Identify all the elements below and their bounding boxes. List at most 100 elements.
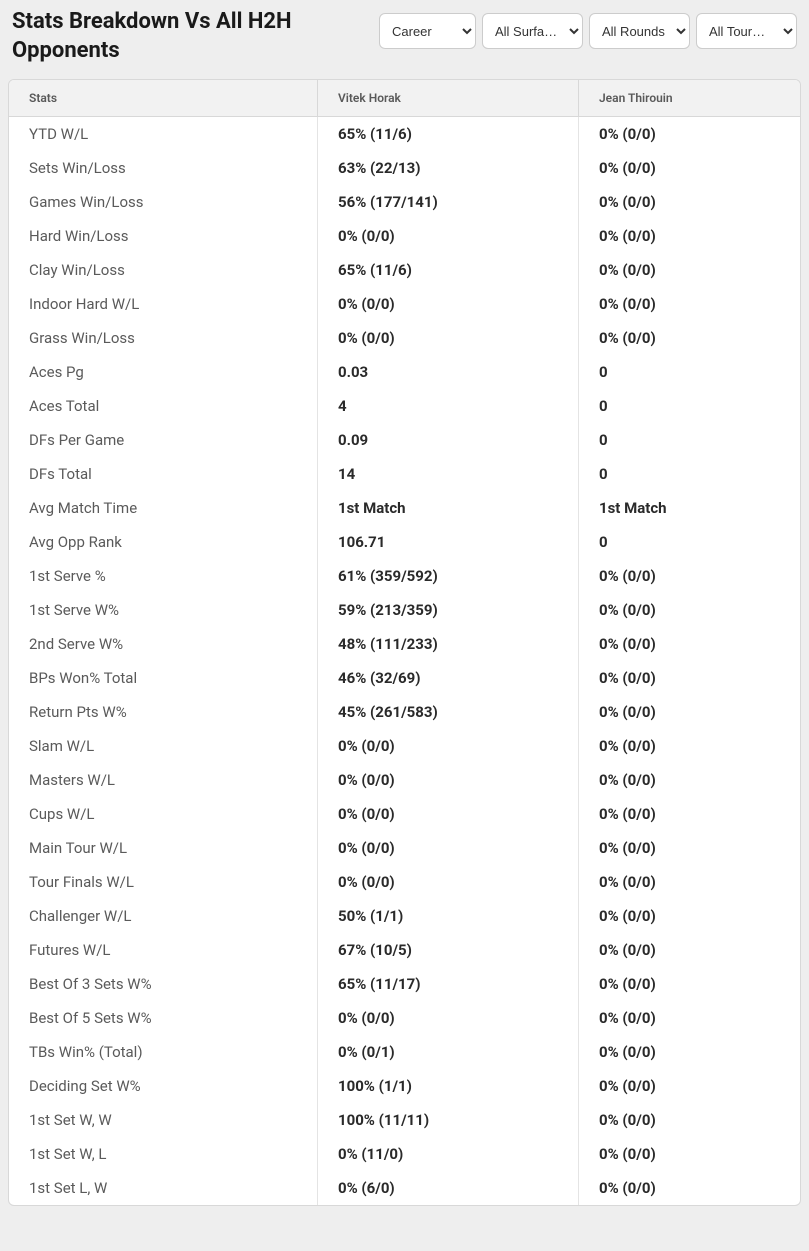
table-row: Clay Win/Loss65% (11/6)0% (0/0) [9, 253, 800, 287]
stat-value-player1: 63% (22/13) [317, 151, 578, 185]
stat-value-player1: 0% (0/1) [317, 1035, 578, 1069]
stat-value-player2: 0% (0/0) [579, 185, 801, 219]
table-row: Masters W/L0% (0/0)0% (0/0) [9, 763, 800, 797]
stat-value-player1: 1st Match [317, 491, 578, 525]
page-title: Stats Breakdown Vs All H2H Opponents [12, 8, 312, 65]
stat-value-player1: 50% (1/1) [317, 899, 578, 933]
stat-value-player1: 100% (11/11) [317, 1103, 578, 1137]
stat-label: Aces Total [9, 389, 317, 423]
stat-value-player1: 46% (32/69) [317, 661, 578, 695]
table-row: 2nd Serve W%48% (111/233)0% (0/0) [9, 627, 800, 661]
filter-bar: Career All Surfa… All Rounds All Tour… [379, 13, 797, 49]
stat-label: 2nd Serve W% [9, 627, 317, 661]
stat-label: Clay Win/Loss [9, 253, 317, 287]
stat-value-player1: 65% (11/6) [317, 253, 578, 287]
stat-value-player1: 0% (0/0) [317, 763, 578, 797]
table-row: Hard Win/Loss0% (0/0)0% (0/0) [9, 219, 800, 253]
stat-value-player2: 0% (0/0) [579, 1171, 801, 1205]
stat-value-player1: 0% (0/0) [317, 219, 578, 253]
stat-value-player1: 100% (1/1) [317, 1069, 578, 1103]
stat-label: 1st Set W, W [9, 1103, 317, 1137]
stat-value-player2: 0% (0/0) [579, 1069, 801, 1103]
table-row: 1st Set L, W0% (6/0)0% (0/0) [9, 1171, 800, 1205]
rounds-select[interactable]: All Rounds [589, 13, 690, 49]
table-row: TBs Win% (Total)0% (0/1)0% (0/0) [9, 1035, 800, 1069]
stat-label: 1st Serve W% [9, 593, 317, 627]
stat-value-player1: 0% (0/0) [317, 729, 578, 763]
stat-value-player2: 0 [579, 423, 801, 457]
stat-value-player2: 0 [579, 389, 801, 423]
stat-value-player2: 0% (0/0) [579, 933, 801, 967]
stat-value-player1: 0% (0/0) [317, 1001, 578, 1035]
stat-value-player2: 0 [579, 525, 801, 559]
stat-value-player2: 0% (0/0) [579, 559, 801, 593]
column-header-player1: Vitek Horak [317, 80, 578, 117]
stat-label: Tour Finals W/L [9, 865, 317, 899]
stat-label: Best Of 3 Sets W% [9, 967, 317, 1001]
stat-value-player1: 0% (0/0) [317, 797, 578, 831]
stat-value-player2: 0% (0/0) [579, 219, 801, 253]
stats-table-container: Stats Vitek Horak Jean Thirouin YTD W/L6… [8, 79, 801, 1206]
stat-label: Cups W/L [9, 797, 317, 831]
stat-value-player2: 0% (0/0) [579, 967, 801, 1001]
stat-value-player1: 65% (11/17) [317, 967, 578, 1001]
table-row: 1st Serve %61% (359/592)0% (0/0) [9, 559, 800, 593]
stat-value-player1: 0% (6/0) [317, 1171, 578, 1205]
stat-label: Sets Win/Loss [9, 151, 317, 185]
table-row: Avg Match Time1st Match1st Match [9, 491, 800, 525]
stats-table: Stats Vitek Horak Jean Thirouin YTD W/L6… [9, 80, 800, 1205]
stat-value-player2: 1st Match [579, 491, 801, 525]
stat-label: Avg Match Time [9, 491, 317, 525]
stat-label: YTD W/L [9, 117, 317, 152]
tour-select[interactable]: All Tour… [696, 13, 797, 49]
stat-value-player2: 0% (0/0) [579, 627, 801, 661]
stat-label: 1st Set W, L [9, 1137, 317, 1171]
surface-select[interactable]: All Surfa… [482, 13, 583, 49]
stat-value-player1: 0.03 [317, 355, 578, 389]
table-row: Aces Pg0.030 [9, 355, 800, 389]
column-header-stats: Stats [9, 80, 317, 117]
stat-value-player2: 0 [579, 355, 801, 389]
stat-value-player1: 14 [317, 457, 578, 491]
stat-value-player1: 65% (11/6) [317, 117, 578, 152]
stat-value-player1: 4 [317, 389, 578, 423]
stat-value-player2: 0% (0/0) [579, 763, 801, 797]
stat-value-player1: 0% (0/0) [317, 287, 578, 321]
period-select[interactable]: Career [379, 13, 476, 49]
table-row: 1st Set W, L0% (11/0)0% (0/0) [9, 1137, 800, 1171]
stat-label: TBs Win% (Total) [9, 1035, 317, 1069]
table-row: YTD W/L65% (11/6)0% (0/0) [9, 117, 800, 152]
table-row: Slam W/L0% (0/0)0% (0/0) [9, 729, 800, 763]
stat-label: Challenger W/L [9, 899, 317, 933]
table-header-row: Stats Vitek Horak Jean Thirouin [9, 80, 800, 117]
stat-value-player2: 0% (0/0) [579, 1035, 801, 1069]
stat-value-player1: 61% (359/592) [317, 559, 578, 593]
stat-value-player2: 0% (0/0) [579, 661, 801, 695]
stat-value-player2: 0% (0/0) [579, 797, 801, 831]
table-row: Futures W/L67% (10/5)0% (0/0) [9, 933, 800, 967]
stat-label: BPs Won% Total [9, 661, 317, 695]
stat-label: DFs Total [9, 457, 317, 491]
table-row: Best Of 3 Sets W%65% (11/17)0% (0/0) [9, 967, 800, 1001]
column-header-player2: Jean Thirouin [579, 80, 801, 117]
stat-value-player2: 0% (0/0) [579, 151, 801, 185]
stat-label: 1st Set L, W [9, 1171, 317, 1205]
stat-label: Indoor Hard W/L [9, 287, 317, 321]
table-row: Games Win/Loss56% (177/141)0% (0/0) [9, 185, 800, 219]
stat-value-player2: 0% (0/0) [579, 1137, 801, 1171]
stat-value-player2: 0% (0/0) [579, 831, 801, 865]
stat-label: Best Of 5 Sets W% [9, 1001, 317, 1035]
stat-value-player2: 0% (0/0) [579, 321, 801, 355]
stat-label: DFs Per Game [9, 423, 317, 457]
stat-value-player2: 0% (0/0) [579, 695, 801, 729]
stat-value-player1: 48% (111/233) [317, 627, 578, 661]
table-row: Deciding Set W%100% (1/1)0% (0/0) [9, 1069, 800, 1103]
stat-value-player2: 0% (0/0) [579, 117, 801, 152]
stat-value-player1: 45% (261/583) [317, 695, 578, 729]
table-row: Grass Win/Loss0% (0/0)0% (0/0) [9, 321, 800, 355]
stat-value-player1: 0% (11/0) [317, 1137, 578, 1171]
stat-label: Return Pts W% [9, 695, 317, 729]
stat-value-player2: 0% (0/0) [579, 1103, 801, 1137]
table-row: Sets Win/Loss63% (22/13)0% (0/0) [9, 151, 800, 185]
table-row: BPs Won% Total46% (32/69)0% (0/0) [9, 661, 800, 695]
